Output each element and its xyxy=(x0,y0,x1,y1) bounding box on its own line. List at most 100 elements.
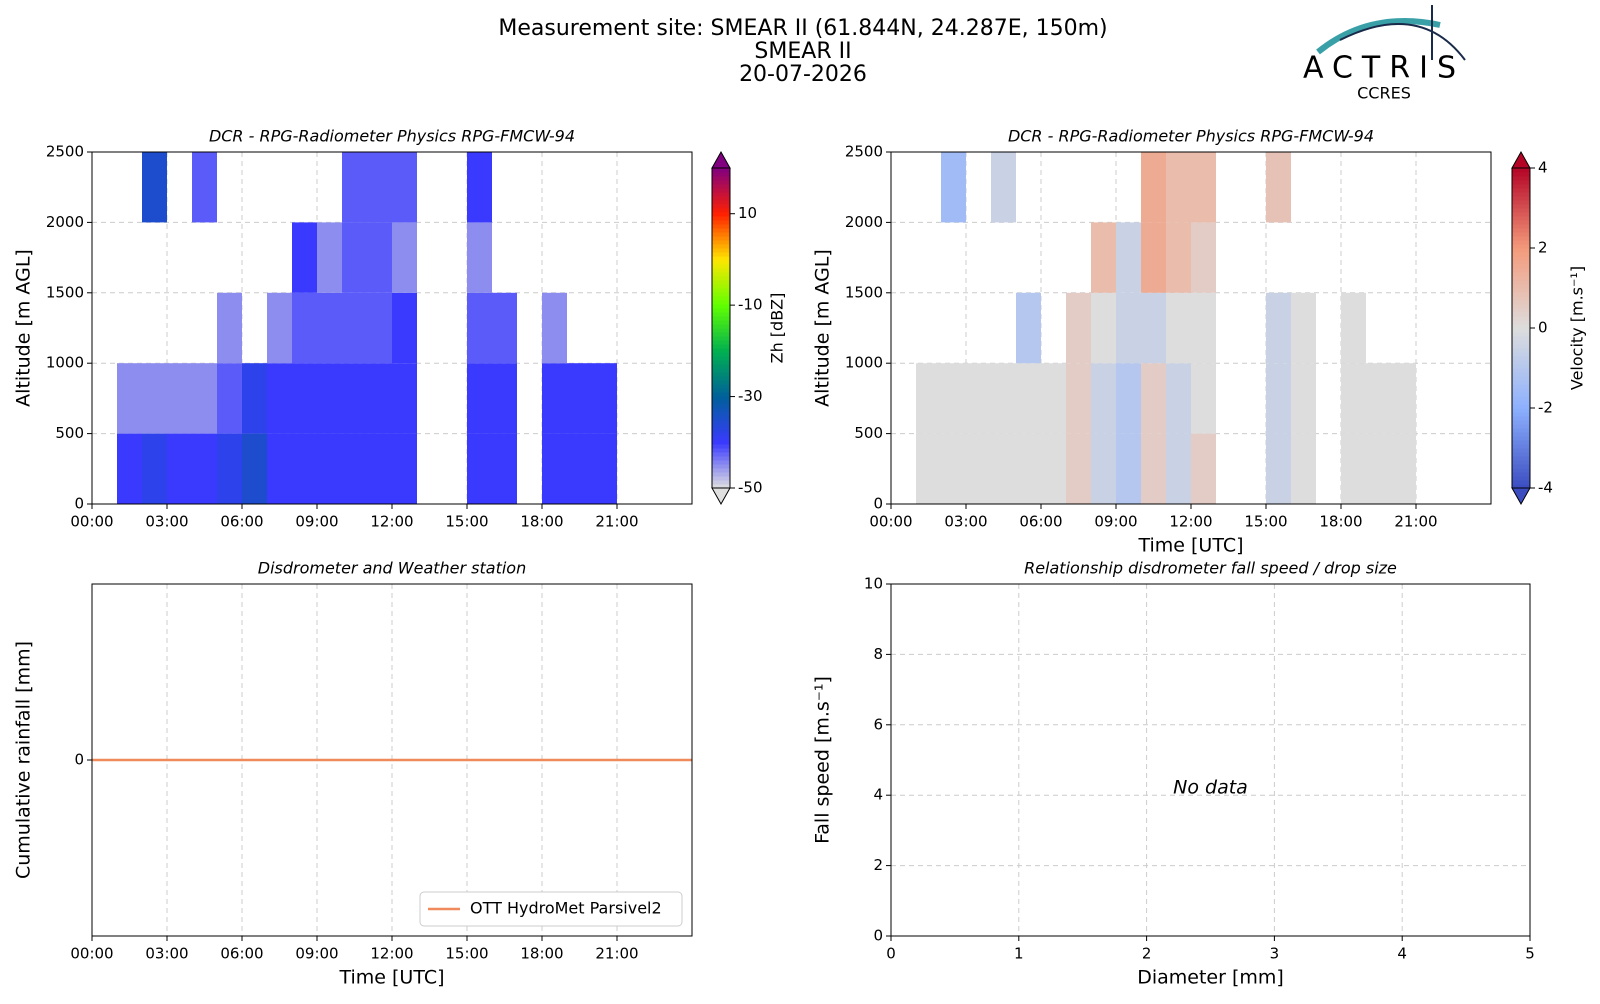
heatmap-cell xyxy=(1116,363,1141,434)
colorbar-gradient xyxy=(712,368,730,373)
colorbar-tick-label: 0 xyxy=(1538,319,1548,337)
heatmap-cell xyxy=(1166,433,1191,504)
colorbar-frame xyxy=(711,167,731,489)
colorbar-gradient xyxy=(1512,308,1530,313)
heatmap-cell xyxy=(1341,292,1366,364)
heatmap-cell xyxy=(467,363,492,434)
colorbar-gradient xyxy=(1512,320,1530,325)
heatmap-cell xyxy=(1366,433,1391,504)
x-tick-label: 03:00 xyxy=(944,513,987,531)
heatmap-cell xyxy=(567,363,592,434)
colorbar-gradient xyxy=(1512,252,1530,257)
x-tick-label: 06:00 xyxy=(1019,513,1062,531)
colorbar-gradient xyxy=(1512,208,1530,213)
colorbar-gradient xyxy=(712,428,730,433)
colorbar-gradient xyxy=(1512,216,1530,221)
colorbar-gradient xyxy=(712,288,730,293)
heatmap-cell xyxy=(367,292,392,364)
colorbar-extension xyxy=(1511,487,1531,506)
x-tick-label: 12:00 xyxy=(370,513,413,531)
colorbar-gradient xyxy=(712,356,730,361)
colorbar-gradient xyxy=(712,196,730,201)
colorbar-gradient xyxy=(712,260,730,265)
y-tick-label: 1500 xyxy=(46,283,84,301)
colorbar-gradient xyxy=(1512,384,1530,389)
colorbar-gradient xyxy=(712,176,730,181)
x-tick-label: 12:00 xyxy=(1169,513,1212,531)
x-axis-label: Time [UTC] xyxy=(338,967,444,989)
colorbar-label: Zh [dBZ] xyxy=(768,293,787,364)
colorbar-gradient xyxy=(712,312,730,317)
colorbar-gradient xyxy=(712,208,730,213)
heatmap-cell xyxy=(142,363,167,434)
heatmap-cell xyxy=(567,433,592,504)
colorbar-gradient xyxy=(1512,188,1530,193)
heatmap-cell xyxy=(117,433,142,504)
colorbar-tick-label: 10 xyxy=(738,204,757,222)
y-axis-label: Fall speed [m.s⁻¹] xyxy=(812,676,834,844)
plot-area xyxy=(891,584,1530,936)
colorbar-gradient xyxy=(1512,480,1530,485)
colorbar-gradient xyxy=(712,272,730,277)
x-tick-label: 4 xyxy=(1397,945,1407,963)
heatmap-cell xyxy=(1366,363,1391,434)
heatmap-cell xyxy=(267,363,292,434)
heatmap-cell xyxy=(1016,363,1041,434)
colorbar-gradient xyxy=(1512,396,1530,401)
colorbar-gradient xyxy=(1512,324,1530,329)
heatmap-cell xyxy=(317,222,342,293)
heatmap-cell xyxy=(292,363,317,434)
x-tick-label: 21:00 xyxy=(595,945,638,963)
heatmap-cell xyxy=(1116,222,1141,293)
colorbar-gradient xyxy=(1512,484,1530,489)
colorbar-gradient xyxy=(712,432,730,437)
heatmap-cell xyxy=(966,363,991,434)
colorbar-gradient xyxy=(1512,244,1530,249)
colorbar-gradient xyxy=(1512,360,1530,365)
colorbar-gradient xyxy=(1512,412,1530,417)
colorbar-gradient xyxy=(1512,452,1530,457)
colorbar-gradient xyxy=(1512,428,1530,433)
y-tick-label: 10 xyxy=(864,575,883,593)
colorbar-gradient xyxy=(712,396,730,401)
colorbar-gradient xyxy=(712,388,730,393)
x-tick-label: 15:00 xyxy=(445,945,488,963)
heatmap-cell xyxy=(1066,292,1091,364)
colorbar-tick-label: -4 xyxy=(1538,479,1553,497)
colorbar-gradient xyxy=(1512,380,1530,385)
colorbar-gradient xyxy=(712,460,730,465)
colorbar-gradient xyxy=(1512,432,1530,437)
y-tick-label: 1000 xyxy=(46,354,84,372)
heatmap-cell xyxy=(142,433,167,504)
colorbar-gradient xyxy=(712,292,730,297)
heatmap-cell xyxy=(167,433,192,504)
colorbar-gradient xyxy=(1512,368,1530,373)
heatmap-cell xyxy=(242,433,267,504)
colorbar-gradient xyxy=(712,328,730,333)
heatmap-cell xyxy=(542,292,567,364)
colorbar-gradient xyxy=(1512,464,1530,469)
colorbar-gradient xyxy=(712,416,730,421)
y-tick-label: 0 xyxy=(74,495,84,513)
heatmap-cell xyxy=(217,363,242,434)
colorbar-gradient xyxy=(1512,224,1530,229)
heatmap-cell xyxy=(292,292,317,364)
colorbar-gradient xyxy=(712,216,730,221)
heatmap-cell xyxy=(941,152,966,223)
x-tick-label: 03:00 xyxy=(145,945,188,963)
heatmap-cell xyxy=(392,222,417,293)
legend-label: OTT HydroMet Parsivel2 xyxy=(470,899,662,918)
x-tick-label: 21:00 xyxy=(595,513,638,531)
x-tick-label: 2 xyxy=(1142,945,1152,963)
colorbar-gradient xyxy=(712,220,730,225)
x-tick-label: 09:00 xyxy=(295,945,338,963)
x-tick-label: 5 xyxy=(1525,945,1535,963)
heatmap-cell xyxy=(267,433,292,504)
colorbar-gradient xyxy=(1512,440,1530,445)
heatmap-cell xyxy=(1191,363,1216,434)
heatmap-cell xyxy=(292,222,317,293)
heatmap-cell xyxy=(542,363,567,434)
colorbar-gradient xyxy=(1512,172,1530,177)
colorbar-gradient xyxy=(712,296,730,301)
heatmap-cell xyxy=(941,433,966,504)
